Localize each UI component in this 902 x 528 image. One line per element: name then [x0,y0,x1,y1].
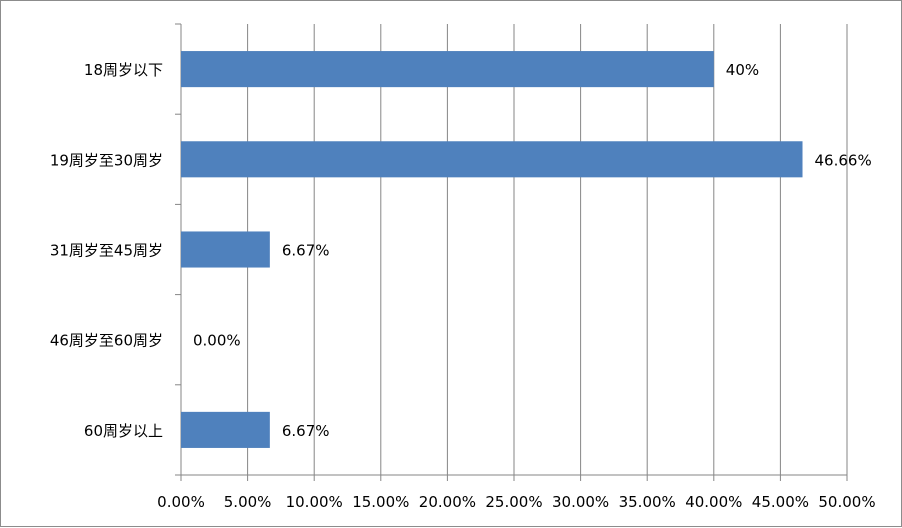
x-tick-label: 10.00% [286,493,343,511]
x-tick-label: 25.00% [485,493,542,511]
x-tick-label: 5.00% [224,493,272,511]
x-tick-label: 0.00% [157,493,205,511]
x-tick-label: 35.00% [619,493,676,511]
x-tick-label: 45.00% [752,493,809,511]
data-label: 6.67% [282,422,330,440]
x-tick-label: 15.00% [352,493,409,511]
x-tick-label: 20.00% [419,493,476,511]
category-label: 19周岁至30周岁 [50,151,163,169]
category-label: 60周岁以上 [84,422,163,440]
category-label: 31周岁至45周岁 [50,242,163,260]
data-label: 40% [726,61,759,79]
data-label: 6.67% [282,242,330,260]
data-label: 0.00% [193,332,241,350]
x-tick-label: 30.00% [552,493,609,511]
x-tick-label: 40.00% [685,493,742,511]
bar [181,141,803,178]
category-label: 18周岁以下 [84,61,163,79]
bar [181,231,270,268]
category-label: 46周岁至60周岁 [50,332,163,350]
bar [181,51,714,88]
bar [181,411,270,448]
x-tick-label: 50.00% [818,493,875,511]
data-label: 46.66% [815,151,872,169]
